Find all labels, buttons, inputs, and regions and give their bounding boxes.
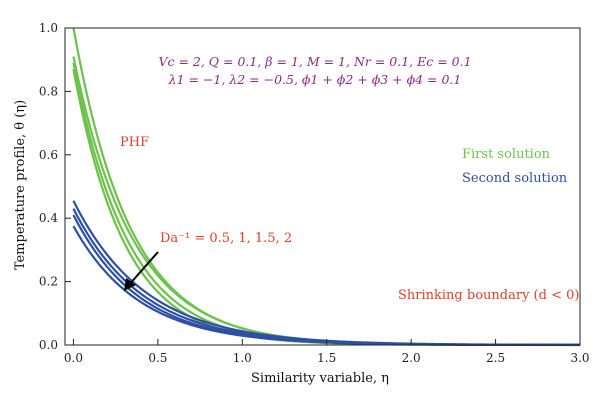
- legend-second-solution: Second solution: [462, 171, 568, 186]
- x-tick-label: 1.5: [317, 351, 336, 365]
- legend-first-solution: First solution: [462, 147, 551, 162]
- second-solution-curve-6: [72, 214, 581, 347]
- second-solution-curve-4: [72, 200, 580, 346]
- params-annotation-line2: λ1 = −1, λ2 = −0.5, ϕ1 + ϕ2 + ϕ3 + ϕ4 = …: [168, 72, 462, 87]
- phf-label: PHF: [120, 135, 149, 150]
- y-tick-label: 0.8: [39, 84, 58, 98]
- da-arrow-head: [124, 278, 136, 291]
- x-tick-label: 2.5: [486, 351, 505, 365]
- y-tick-label: 0.0: [39, 338, 58, 352]
- x-tick-label: 2.0: [402, 351, 421, 365]
- x-tick-label: 0.0: [64, 351, 83, 365]
- x-tick-label: 0.5: [148, 351, 167, 365]
- y-tick-label: 0.4: [39, 211, 58, 225]
- plot-frame: [64, 27, 581, 346]
- y-tick-label: 0.6: [39, 148, 58, 162]
- y-tick-label: 0.2: [39, 275, 58, 289]
- shrinking-boundary-label: Shrinking boundary (d < 0): [398, 288, 579, 303]
- y-tick-label: 1.0: [39, 21, 58, 35]
- x-tick-label: 1.0: [233, 351, 252, 365]
- x-axis-label: Similarity variable, η: [251, 371, 389, 386]
- params-annotation-line1: Vc = 2, Q = 0.1, β = 1, M = 1, Nr = 0.1,…: [158, 54, 471, 69]
- x-tick-label: 3.0: [570, 351, 589, 365]
- da-label: Da⁻¹ = 0.5, 1, 1.5, 2: [160, 231, 292, 246]
- da-arrow: [127, 251, 159, 287]
- y-axis-label: Temperature profile, θ (η): [13, 100, 28, 270]
- axis-ticks: 0.0 0.5 1.0 1.5 2.0 2.5 3.0 0.0 0.2 0.4 0.6 0.8 1.0: [39, 21, 590, 365]
- second-solution-curve-7: [72, 225, 580, 347]
